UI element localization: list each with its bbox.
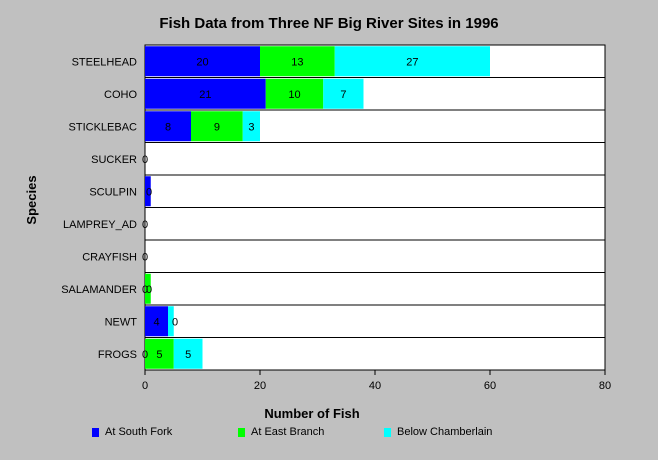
bars <box>145 46 490 369</box>
category-label: CRAYFISH <box>82 251 137 263</box>
bar-value-label: 0 <box>142 251 148 263</box>
bar-value-label: 4 <box>153 316 159 328</box>
bar-segment <box>145 273 151 304</box>
category-labels: STEELHEAD COHO STICKLEBAC SUCKER SCULPIN LAMP… <box>61 56 137 361</box>
bar-segment <box>323 78 364 109</box>
bar-segment <box>145 306 168 337</box>
legend-label-below-chamberlain: Below Chamberlain <box>397 426 493 438</box>
x-tick-label: 80 <box>599 380 611 392</box>
bar-segment <box>265 78 324 109</box>
bar-value-label: 27 <box>406 56 418 68</box>
x-tick-label: 0 <box>142 380 148 392</box>
bar-segment <box>334 46 490 77</box>
bar-segment <box>168 306 174 337</box>
bar-value-label: 5 <box>185 349 191 361</box>
gridlines <box>145 77 605 338</box>
category-label: COHO <box>104 89 137 101</box>
chart-title: Fish Data from Three NF Big River Sites … <box>159 15 498 32</box>
legend-item-east-branch: At East Branch <box>238 426 324 438</box>
bar-value-label: 0 <box>142 349 148 361</box>
bar-segment <box>191 111 243 142</box>
bar-segment <box>145 176 151 207</box>
category-label: NEWT <box>105 316 138 328</box>
bar-value-label: 7 <box>340 89 346 101</box>
bar-segment <box>173 338 203 369</box>
x-tick-label: 20 <box>254 380 266 392</box>
category-label: SALAMANDER <box>61 284 137 296</box>
legend-swatch-east-branch <box>238 427 245 437</box>
x-axis-ticks: 0 20 40 60 80 <box>142 370 611 392</box>
category-label: SUCKER <box>91 154 137 166</box>
legend-item-south-fork: At South Fork <box>92 426 172 438</box>
legend-label-east-branch: At East Branch <box>251 426 325 438</box>
bar-segment <box>145 46 260 77</box>
bar-value-label: 0 <box>146 284 152 296</box>
legend: At South Fork At East Branch Below Chamb… <box>92 426 612 442</box>
legend-swatch-below-chamberlain <box>384 427 391 437</box>
bar-value-label: 10 <box>288 89 300 101</box>
category-label: FROGS <box>98 349 137 361</box>
x-tick-label: 60 <box>484 380 496 392</box>
category-label: LAMPREY_AD <box>63 219 137 231</box>
bar-value-label: 9 <box>214 121 220 133</box>
bar-segment <box>145 111 191 142</box>
category-label: STICKLEBAC <box>69 121 138 133</box>
bar-segment <box>242 111 260 142</box>
bar-value-label: 20 <box>196 56 208 68</box>
category-label: SCULPIN <box>89 186 137 198</box>
x-axis-label: Number of Fish <box>264 406 359 421</box>
bar-value-label: 0 <box>142 154 148 166</box>
legend-label-south-fork: At South Fork <box>105 426 173 438</box>
legend-swatch-south-fork <box>92 427 99 437</box>
bar-value-label: 0 <box>146 186 152 198</box>
bar-value-label: 3 <box>248 121 254 133</box>
bar-value-label: 8 <box>165 121 171 133</box>
bar-value-label: 0 <box>172 316 178 328</box>
bar-value-label: 0 <box>142 219 148 231</box>
bar-value-label: 13 <box>291 56 303 68</box>
x-tick-label: 40 <box>369 380 381 392</box>
bar-value-label: 0 <box>142 284 148 296</box>
bar-value-label: 21 <box>199 89 211 101</box>
category-label: STEELHEAD <box>72 56 137 68</box>
y-axis-label: Species <box>24 175 39 224</box>
bar-segment <box>145 78 266 109</box>
bar-segment <box>145 338 174 369</box>
bar-segment <box>260 46 335 77</box>
bar-value-label: 5 <box>156 349 162 361</box>
legend-item-below-chamberlain: Below Chamberlain <box>384 426 492 438</box>
